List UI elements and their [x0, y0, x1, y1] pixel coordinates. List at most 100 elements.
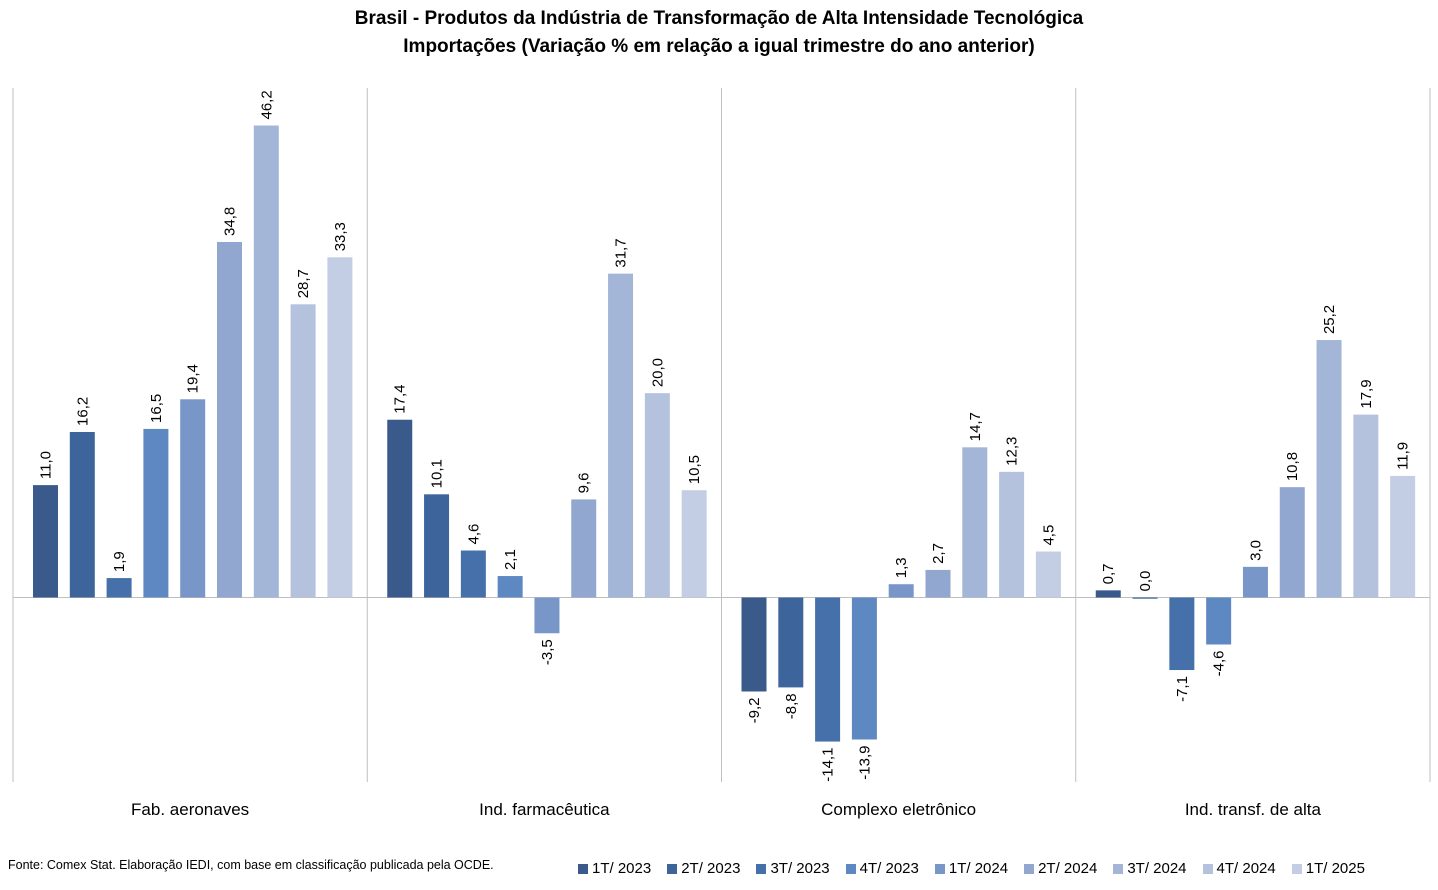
data-label: 17,4	[392, 385, 409, 414]
legend-item: 2T/ 2023	[667, 860, 740, 877]
category-label: Fab. aeronaves	[131, 800, 249, 819]
data-label: 0,0	[1137, 571, 1154, 592]
bar	[1035, 551, 1061, 598]
bar	[253, 125, 279, 598]
bar	[327, 257, 353, 598]
data-label: -9,2	[746, 697, 763, 723]
bar	[962, 447, 988, 598]
data-label: 10,5	[686, 455, 703, 484]
data-label: -7,1	[1174, 676, 1191, 702]
bar	[1279, 487, 1305, 598]
data-label: -3,5	[539, 639, 556, 665]
bar	[644, 393, 670, 598]
bar	[815, 597, 841, 742]
bar	[497, 576, 523, 598]
category-label: Ind. transf. de alta	[1185, 800, 1322, 819]
bar	[217, 241, 242, 598]
data-label: 11,9	[1395, 442, 1412, 470]
bar	[1095, 590, 1121, 598]
legend-item: 4T/ 2024	[1202, 860, 1276, 877]
data-label: 16,5	[148, 394, 165, 423]
bar	[33, 485, 58, 598]
legend-item: 4T/ 2023	[845, 860, 919, 877]
bar	[741, 597, 767, 692]
bar	[387, 419, 413, 598]
legend-swatch	[1113, 863, 1124, 874]
data-label: 0,7	[1100, 563, 1117, 584]
chart-subtitle: Importações (Variação % em relação a igu…	[403, 36, 1035, 57]
data-label: 25,2	[1321, 305, 1338, 334]
bar	[1390, 475, 1416, 598]
legend: 1T/ 2023 2T/ 2023 3T/ 2023 4T/ 2023 1T/ 2024…	[578, 860, 1381, 877]
data-label: 12,3	[1004, 437, 1021, 466]
legend-swatch	[1024, 863, 1035, 874]
bar	[1242, 566, 1268, 598]
data-label: 4,5	[1040, 525, 1057, 546]
source-note: Fonte: Comex Stat. Elaboração IEDI, com …	[8, 858, 494, 872]
data-label: 34,8	[222, 207, 239, 236]
bar	[534, 597, 560, 634]
data-label: 20,0	[649, 358, 666, 387]
legend-item: 1T/ 2023	[578, 860, 651, 877]
data-label: 1,3	[893, 557, 910, 578]
bar	[1132, 597, 1158, 599]
data-label: -13,9	[856, 746, 873, 780]
legend-swatch	[667, 863, 678, 874]
legend-item: 1T/ 2024	[934, 860, 1009, 877]
data-label: 17,9	[1358, 379, 1375, 408]
data-label: 19,4	[185, 364, 202, 393]
bar	[460, 550, 486, 598]
legend-label: 3T/ 2023	[770, 860, 830, 877]
data-label: 46,2	[258, 90, 275, 119]
data-label: -14,1	[820, 748, 837, 782]
category-label: Ind. farmacêutica	[479, 800, 610, 819]
legend-swatch	[934, 863, 945, 874]
bar	[888, 584, 914, 598]
legend-swatch	[1202, 863, 1213, 874]
data-label: 2,1	[502, 549, 519, 570]
legend-label: 4T/ 2023	[859, 860, 919, 877]
legend-label: 2T/ 2023	[681, 860, 741, 877]
bar	[143, 428, 169, 598]
data-label: 31,7	[613, 238, 630, 267]
bar	[608, 273, 634, 598]
legend-swatch	[756, 863, 767, 874]
bar	[571, 499, 597, 598]
data-label: 1,9	[111, 551, 128, 572]
bar	[778, 597, 804, 688]
data-label: 2,7	[930, 543, 947, 564]
data-label: -8,8	[783, 693, 800, 719]
bar	[1206, 597, 1232, 645]
bar	[851, 597, 877, 740]
bar	[69, 431, 95, 598]
legend-item: 3T/ 2023	[756, 860, 830, 877]
bar	[681, 490, 707, 598]
data-label: 16,2	[74, 397, 91, 426]
data-label: 3,0	[1247, 540, 1264, 561]
bar	[180, 399, 206, 598]
legend-label: 1T/ 2024	[948, 860, 1009, 877]
legend-swatch	[1291, 863, 1302, 874]
legend-swatch	[845, 863, 856, 874]
bar	[290, 304, 316, 598]
legend-item: 3T/ 2024	[1113, 860, 1187, 877]
legend-label: 1T/ 2023	[592, 860, 652, 877]
data-label: 10,1	[429, 459, 446, 488]
data-label: 33,3	[332, 222, 349, 251]
bar	[925, 569, 951, 598]
data-label: 4,6	[465, 524, 482, 545]
bar-chart: 11,0 16,2 1,9 16,5 19,4 34,8 46,2 28,7 33,3 Fab. …	[12, 88, 1431, 819]
data-label: 11,0	[38, 451, 55, 479]
bar	[106, 578, 132, 598]
data-label: 28,7	[295, 269, 312, 298]
bar	[1169, 597, 1195, 671]
bar	[1353, 414, 1379, 598]
legend-swatch	[578, 863, 588, 874]
bar	[424, 494, 450, 598]
data-label: 10,8	[1284, 452, 1301, 481]
bar	[999, 471, 1025, 598]
legend-label: 2T/ 2024	[1038, 860, 1098, 877]
bar	[1316, 340, 1342, 598]
legend-item: 2T/ 2024	[1024, 860, 1097, 877]
chart-title: Brasil - Produtos da Indústria de Transf…	[354, 8, 1084, 29]
